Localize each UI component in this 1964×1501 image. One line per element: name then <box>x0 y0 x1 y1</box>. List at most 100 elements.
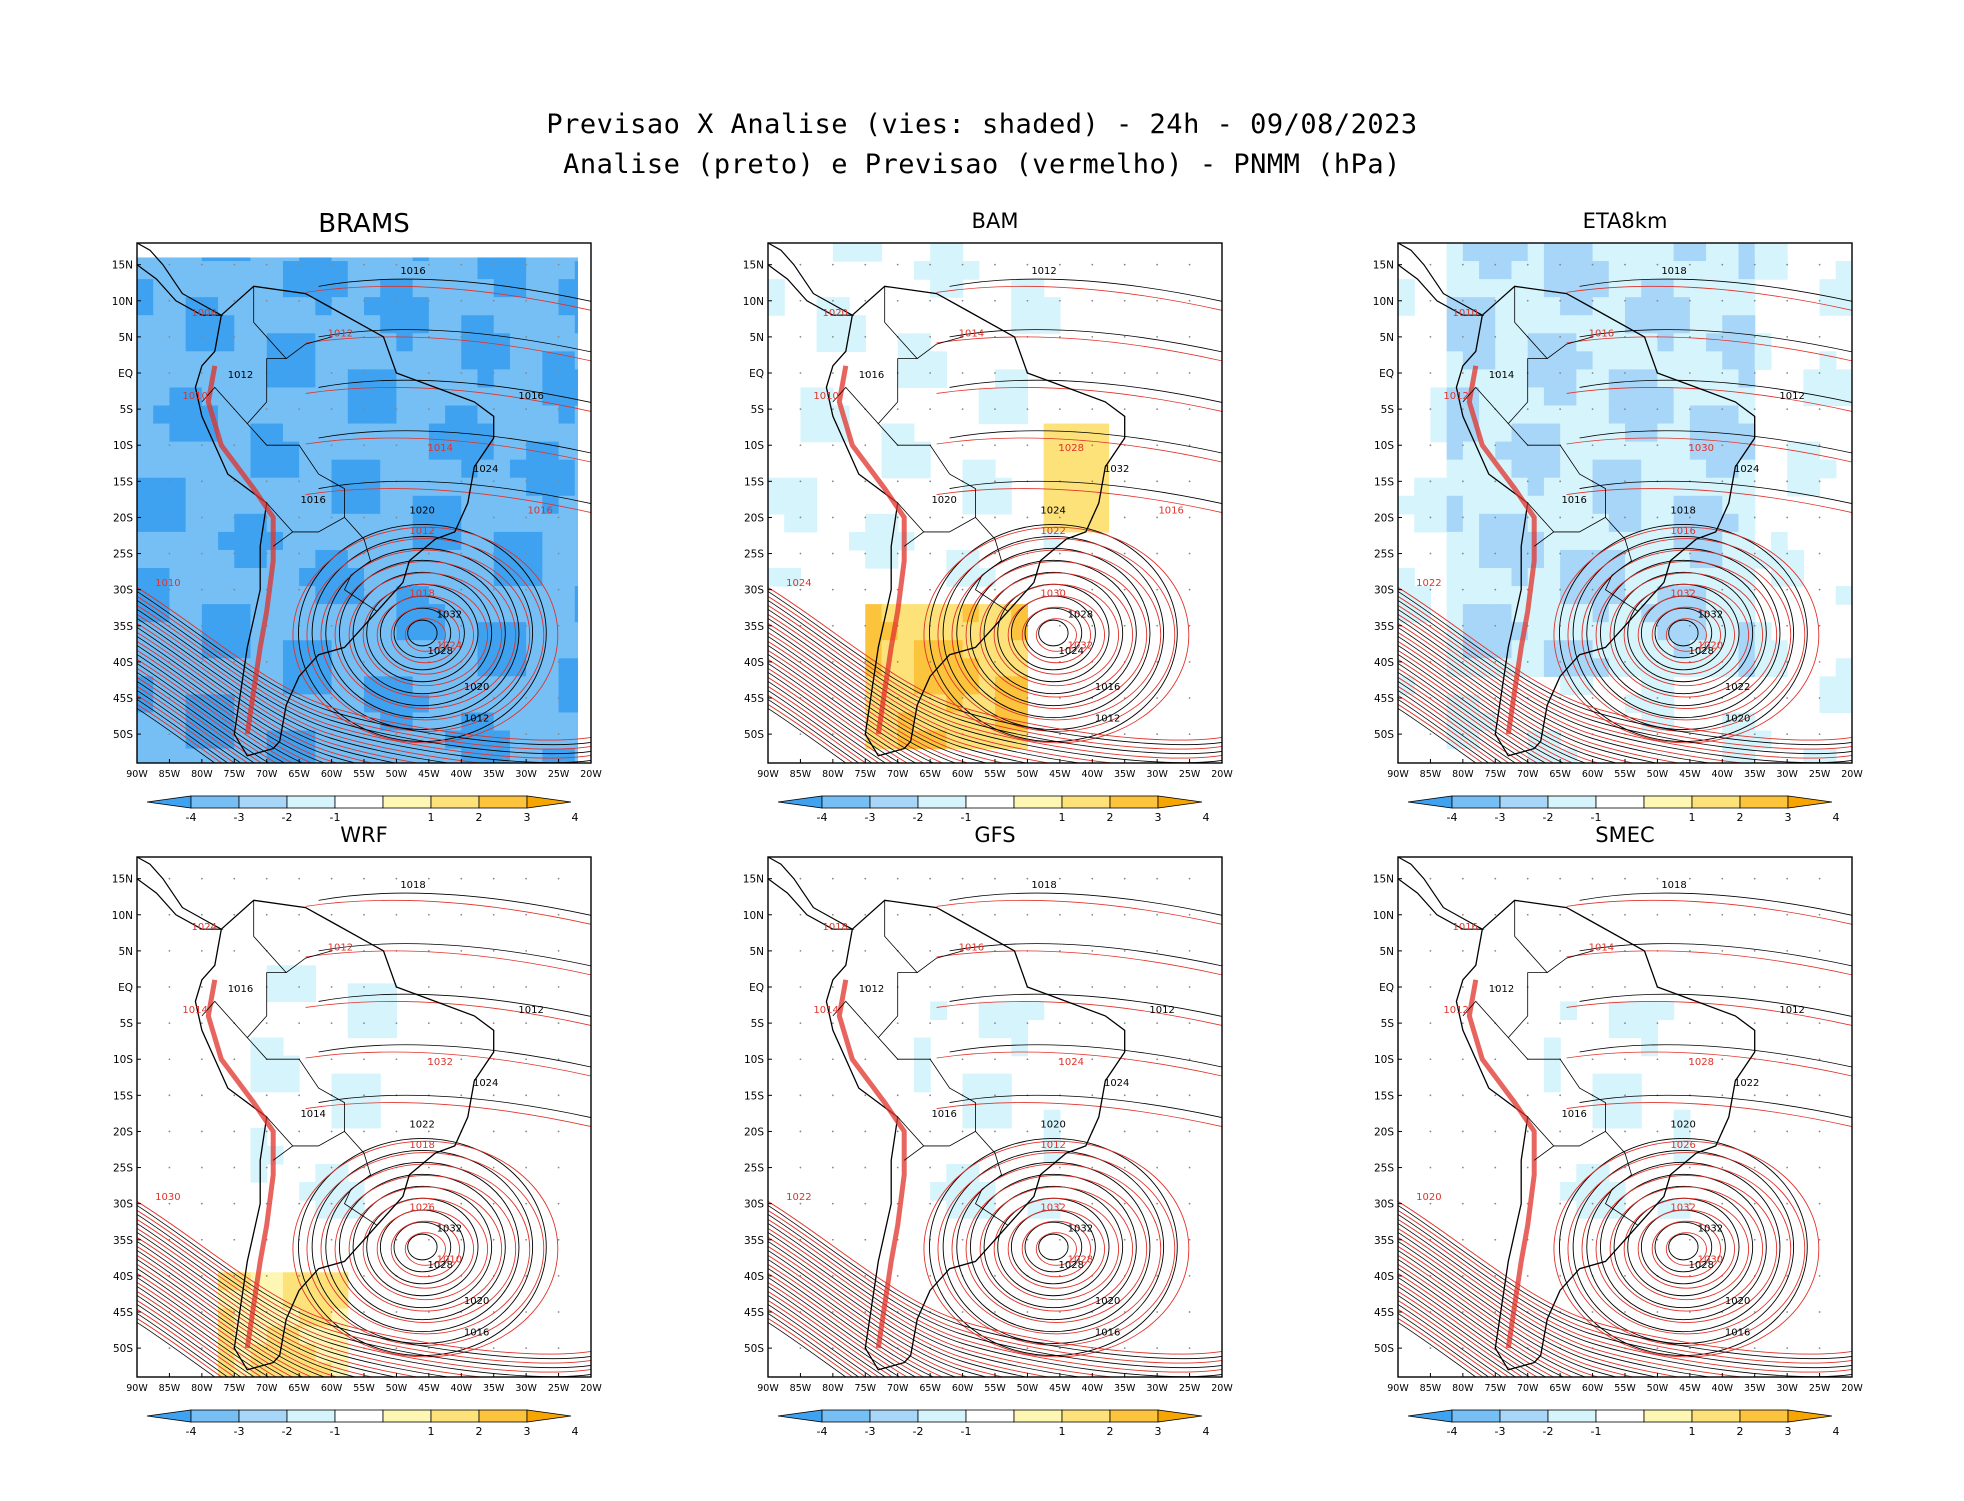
analysis-isobar-label: 1024 <box>1040 505 1065 516</box>
coastline <box>768 857 1126 1371</box>
latitude-axis: 15N 10N 5N EQ 5S 10S 15S 20S 25S 30S 35S 40S 45S 50S <box>112 874 141 1355</box>
lon-tick-label: 30W <box>1776 769 1798 780</box>
colorbar-tick-label: -2 <box>1543 811 1554 824</box>
isobar-labels: 1012101610201024103210281024101610121010… <box>786 266 1184 724</box>
lat-tick-label: 5S <box>751 1018 765 1030</box>
forecast-isobar-label: 1024 <box>437 641 462 652</box>
lat-tick-label: 30S <box>744 585 764 597</box>
lon-tick-label: 25W <box>1809 1383 1831 1394</box>
lat-tick-label: 20S <box>744 1126 764 1138</box>
forecast-isobar-label: 1010 <box>1452 308 1477 319</box>
lat-tick-label: 5N <box>749 332 764 344</box>
isobar-labels: 1018 1012 1016 1020 1022 1032 1028 1020 1016 1012… <box>1416 880 1805 1338</box>
lat-tick-label: 45S <box>744 1307 764 1319</box>
colorbar: -4 -3 -2 -1 1 2 3 4 <box>1407 1409 1840 1438</box>
lat-tick-label: 10S <box>744 440 764 452</box>
lat-tick-label: EQ <box>118 982 133 994</box>
lon-tick-label: 45W <box>418 769 440 780</box>
forecast-isobar-label: 1026 <box>409 1203 434 1214</box>
map-panel-smec: 1018 1012 1016 1020 1022 1032 1028 1020 1016 1012… <box>1358 847 1872 1501</box>
lon-tick-label: 45W <box>1049 1383 1071 1394</box>
forecast-isobar-label: 1020 <box>822 308 847 319</box>
lon-tick-label: 80W <box>1452 769 1474 780</box>
lat-tick-label: 10S <box>1374 1054 1394 1066</box>
figure-title: Previsao X Analise (vies: shaded) - 24h … <box>0 105 1964 185</box>
lon-tick-label: 80W <box>191 769 213 780</box>
analysis-isobar-label: 1024 <box>1734 464 1759 475</box>
lat-tick-label: 45S <box>1374 1307 1394 1319</box>
lon-tick-label: 30W <box>1146 1383 1168 1394</box>
colorbar-tick-label: -1 <box>961 811 972 824</box>
lat-tick-label: 45S <box>1374 693 1394 705</box>
isobar-labels: 1018 1012 1016 1020 1024 1032 1028 1020 1016 1012… <box>786 880 1175 1338</box>
lon-tick-label: 20W <box>1211 1383 1233 1394</box>
lat-tick-label: 40S <box>1374 1271 1394 1283</box>
lon-tick-label: 55W <box>984 769 1006 780</box>
colorbar-tick-label: 4 <box>1203 811 1210 824</box>
lat-tick-label: 45S <box>744 693 764 705</box>
lon-tick-label: 65W <box>919 1383 941 1394</box>
analysis-isobar-label: 1032 <box>1698 1223 1723 1234</box>
lon-tick-label: 25W <box>548 1383 570 1394</box>
panel-title-bam: BAM <box>971 209 1019 233</box>
lon-tick-label: 50W <box>1647 769 1669 780</box>
colorbar-tick-label: -4 <box>1447 811 1458 824</box>
forecast-isobar-label: 1030 <box>1689 443 1714 454</box>
analysis-isobar-label: 1020 <box>464 682 489 693</box>
colorbar-tick-label: 2 <box>476 811 483 824</box>
lon-tick-label: 40W <box>1082 769 1104 780</box>
forecast-isobar-label: 1028 <box>1059 443 1084 454</box>
colorbar-tick-label: -3 <box>1495 811 1506 824</box>
analysis-isobar-label: 1020 <box>1725 1296 1750 1307</box>
colorbar-tick-label: 3 <box>1155 1425 1162 1438</box>
lat-tick-label: 30S <box>1374 1199 1394 1211</box>
lat-tick-label: 25S <box>1374 549 1394 561</box>
lon-tick-label: 85W <box>790 1383 812 1394</box>
analysis-isobar-label: 1032 <box>1104 464 1129 475</box>
colorbar-tick-label: -2 <box>1543 1425 1554 1438</box>
analysis-isobar-label: 1032 <box>437 1223 462 1234</box>
forecast-isobar-label: 1014 <box>813 1005 838 1016</box>
lon-tick-label: 55W <box>984 1383 1006 1394</box>
title-line-1: Previsao X Analise (vies: shaded) - 24h … <box>546 109 1418 140</box>
analysis-isobar-label: 1016 <box>931 1109 956 1120</box>
analysis-isobar-label: 1028 <box>1689 646 1714 657</box>
lat-tick-label: 35S <box>1374 621 1394 633</box>
lon-tick-label: 20W <box>1841 769 1863 780</box>
forecast-isobar-label: 1014 <box>959 329 984 340</box>
lat-tick-label: 5S <box>751 404 765 416</box>
coastline <box>1398 857 1756 1371</box>
analysis-isobar-label: 1022 <box>1734 1078 1759 1089</box>
colorbar-tick-label: 3 <box>524 811 531 824</box>
colorbar-tick-label: -2 <box>913 1425 924 1438</box>
isobars <box>137 892 591 1377</box>
forecast-isobar-label: 1032 <box>1068 641 1093 652</box>
colorbar-tick-label: 2 <box>1107 811 1114 824</box>
analysis-isobar-label: 1024 <box>473 464 498 475</box>
panel-title-wrf: WRF <box>340 823 388 847</box>
colorbar-tick-label: -3 <box>865 1425 876 1438</box>
latitude-axis: 15N 10N 5N EQ 5S 10S 15S 20S 25S 30S 35S 40S 45S 50S <box>743 874 772 1355</box>
analysis-isobar-label: 1012 <box>518 1005 543 1016</box>
lat-tick-label: 15S <box>113 1090 133 1102</box>
colorbar-tick-label: 3 <box>1155 811 1162 824</box>
forecast-isobar-label: 1012 <box>1443 1005 1468 1016</box>
lat-tick-label: 15S <box>113 476 133 488</box>
lat-tick-label: 35S <box>113 621 133 633</box>
colorbar-tick-label: -3 <box>865 811 876 824</box>
colorbar-tick-label: -2 <box>282 811 293 824</box>
lon-tick-label: 35W <box>483 769 505 780</box>
lat-tick-label: 10N <box>743 910 764 922</box>
lon-tick-label: 50W <box>1017 1383 1039 1394</box>
lat-tick-label: 25S <box>113 1163 133 1175</box>
colorbar-tick-label: -2 <box>913 811 924 824</box>
colorbar-tick-label: -4 <box>186 1425 197 1438</box>
colorbar-tick-label: 2 <box>1737 811 1744 824</box>
analysis-isobar-label: 1012 <box>1149 1005 1174 1016</box>
isobars <box>768 278 1222 763</box>
forecast-isobar-label: 1032 <box>1670 589 1695 600</box>
latitude-axis: 15N 10N 5N EQ 5S 10S 15S 20S 25S 30S 35S 40S 45S 50S <box>1373 260 1402 741</box>
lon-tick-label: 75W <box>224 1383 246 1394</box>
forecast-isobar-label: 1010 <box>813 391 838 402</box>
forecast-isobar-label: 1032 <box>1670 1203 1695 1214</box>
